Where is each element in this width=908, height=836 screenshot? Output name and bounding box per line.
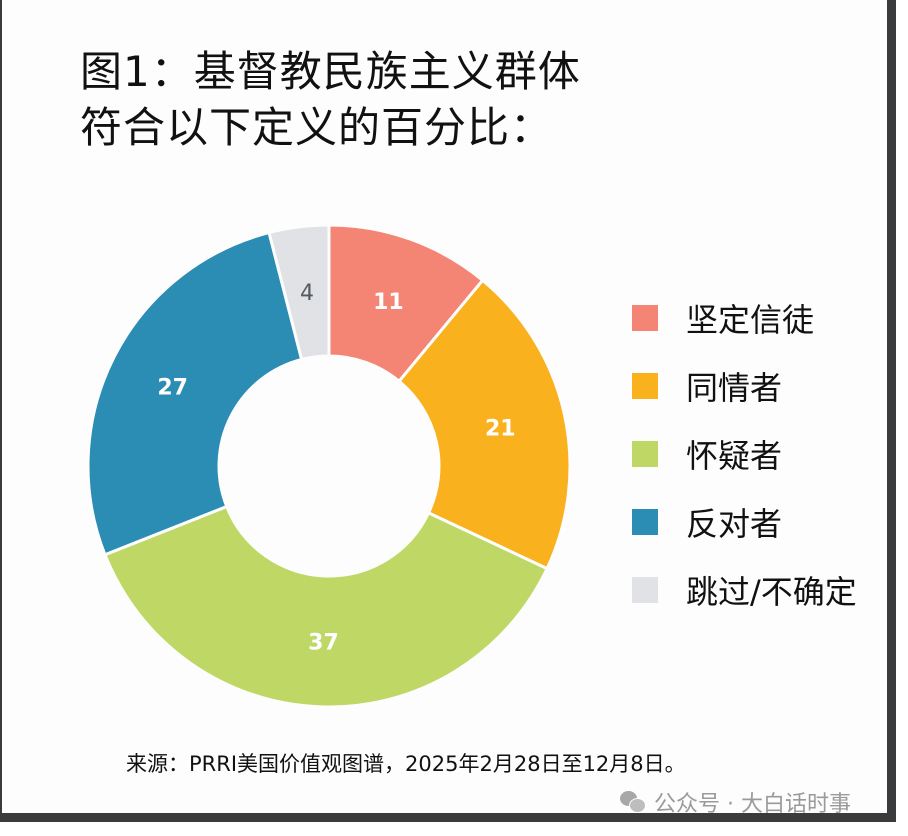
legend-swatch [632, 305, 658, 331]
donut-slice [267, 223, 331, 362]
legend-swatch [632, 373, 658, 399]
legend-label: 同情者 [686, 369, 783, 407]
legend-item-skipped: 跳过/不确定 [632, 556, 857, 624]
legend-swatch [632, 441, 658, 467]
legend-label: 怀疑者 [686, 437, 783, 475]
legend-swatch [632, 577, 658, 603]
legend: 坚定信徒 同情者 怀疑者 反对者 跳过/不确定 [632, 284, 857, 624]
legend-item-staunch: 坚定信徒 [632, 284, 857, 352]
donut-slice [397, 278, 572, 571]
slice-value-label: 27 [157, 375, 188, 400]
legend-swatch [632, 509, 658, 535]
watermark-text: 公众号 · 大白话时事 [654, 792, 851, 817]
slice-value-label: 11 [373, 290, 404, 315]
chart-title: 图1：基督教民族主义群体 符合以下定义的百分比： [80, 44, 581, 156]
chart-title-line2: 符合以下定义的百分比： [80, 103, 554, 152]
donut-slice [86, 230, 304, 557]
legend-label: 反对者 [686, 505, 783, 543]
chart-title-line1: 图1：基督教民族主义群体 [80, 47, 581, 96]
wechat-icon [620, 791, 646, 813]
donut-slice [102, 504, 550, 709]
source-note: 来源：PRRI美国价值观图谱，2025年2月28日至12月8日。 [126, 752, 686, 776]
legend-item-sympathizer: 同情者 [632, 352, 857, 420]
slice-value-label: 37 [308, 630, 339, 655]
donut-slices [86, 223, 572, 709]
donut-labels: 11 21 37 27 4 [157, 281, 515, 656]
legend-label: 跳过/不确定 [686, 573, 857, 611]
slice-value-label: 21 [485, 417, 516, 442]
legend-item-opponent: 反对者 [632, 488, 857, 556]
watermark: 公众号 · 大白话时事 [620, 786, 851, 818]
legend-label: 坚定信徒 [686, 301, 815, 339]
slice-value-label: 4 [300, 281, 314, 306]
legend-item-skeptic: 怀疑者 [632, 420, 857, 488]
